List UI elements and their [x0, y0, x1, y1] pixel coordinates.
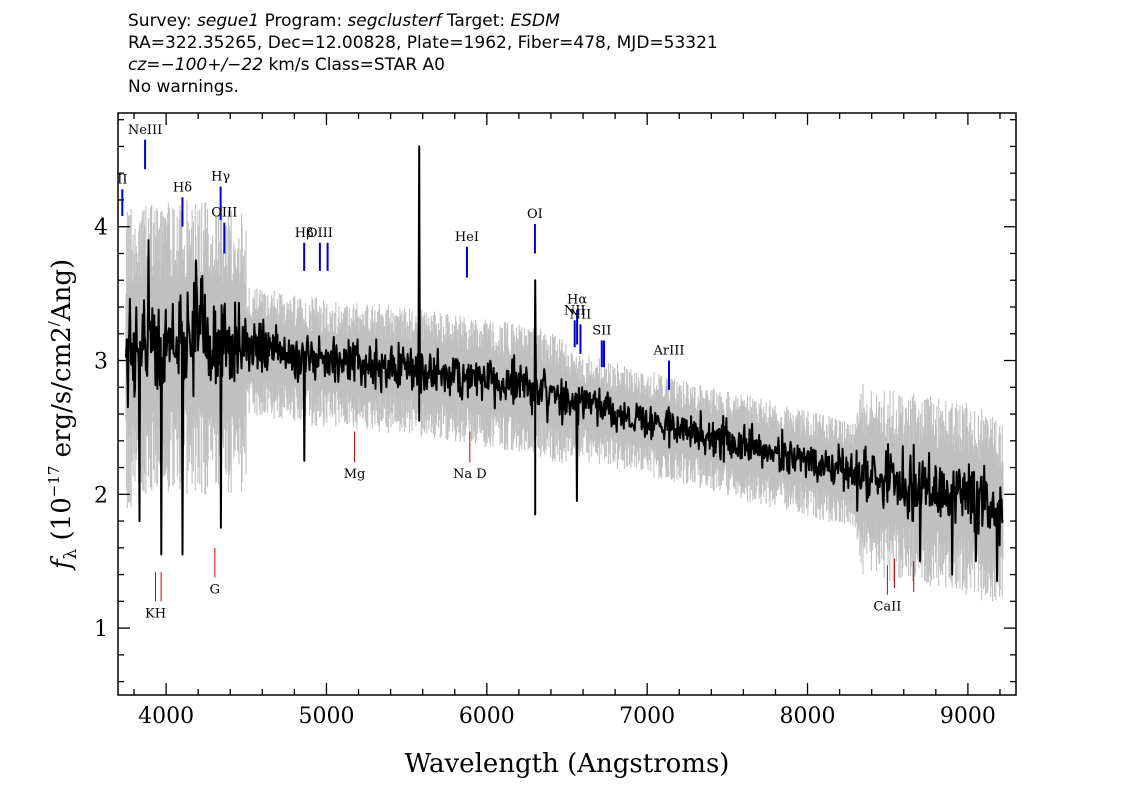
line-label: OI	[527, 207, 543, 222]
y-tick-label: 4	[94, 216, 108, 241]
header-line-4: No warnings.	[128, 77, 239, 97]
y-tick-label: 1	[94, 617, 108, 642]
y-axis-title-part: (10	[47, 497, 77, 549]
y-axis-title-part: /	[45, 320, 63, 326]
plot-frame	[117, 112, 1017, 696]
line-label: Hδ	[173, 180, 192, 195]
class-value: km/s Class=STAR A0	[263, 55, 445, 75]
program-label: Program:	[259, 11, 348, 31]
y-axis-title: fλ (10−17 erg/s/cm2/Ang)	[45, 259, 81, 571]
target-value: ESDM	[510, 11, 560, 31]
x-tick-label: 7000	[619, 704, 675, 729]
x-axis-title: Wavelength (Angstroms)	[405, 749, 730, 779]
line-label: NeIII	[128, 123, 162, 138]
header-line-2: RA=322.35265, Dec=12.00828, Plate=1962, …	[128, 33, 718, 53]
x-tick-label: 4000	[138, 704, 194, 729]
line-label: Hγ	[211, 170, 230, 185]
line-label: OIII	[211, 206, 237, 221]
flux-series	[125, 145, 1004, 583]
line-label: SII	[592, 323, 611, 338]
plot-axes: 4000 5000 6000 7000 8000 9000 1 2 3 4	[94, 112, 1017, 729]
y-axis-title-part: erg/s/cm2	[47, 326, 77, 465]
x-tick-label: 8000	[780, 704, 836, 729]
line-label: KH	[145, 606, 166, 621]
y-axis-title-part: λ	[61, 549, 81, 560]
survey-label: Survey:	[128, 11, 198, 31]
program-value: segclusterf	[347, 11, 442, 31]
x-tick-label: 5000	[298, 704, 354, 729]
line-label: Hβ	[295, 226, 314, 241]
line-label: Na D	[453, 467, 487, 482]
y-axis-title-part: Ang)	[47, 259, 77, 322]
line-label: Mg	[344, 467, 366, 482]
flux-line	[125, 145, 1004, 583]
y-axis-title-part: −17	[45, 466, 63, 498]
line-label: NII	[570, 307, 592, 322]
x-tick-label: 9000	[940, 704, 996, 729]
target-label: Target:	[441, 11, 511, 31]
redshift-value: cz=−100+/−22	[128, 55, 264, 75]
line-label: Hα	[567, 293, 587, 308]
x-tick-label: 6000	[459, 704, 515, 729]
line-label: ArIII	[652, 344, 684, 359]
line-label: HeI	[455, 230, 479, 245]
line-label: II	[117, 172, 127, 187]
survey-value: segue1	[197, 11, 260, 31]
header-line-1: Survey: segue1 Program: segclusterf Targ…	[128, 10, 718, 32]
spectrum-header: Survey: segue1 Program: segclusterf Targ…	[128, 10, 718, 98]
line-label: CaII	[873, 600, 901, 615]
line-label: NII	[564, 303, 586, 318]
line-label: OIII	[307, 226, 333, 241]
line-label: G	[210, 582, 220, 597]
y-tick-label: 2	[94, 483, 108, 508]
header-line-3: cz=−100+/−22 km/s Class=STAR A0	[128, 54, 718, 76]
y-tick-label: 3	[94, 350, 108, 375]
